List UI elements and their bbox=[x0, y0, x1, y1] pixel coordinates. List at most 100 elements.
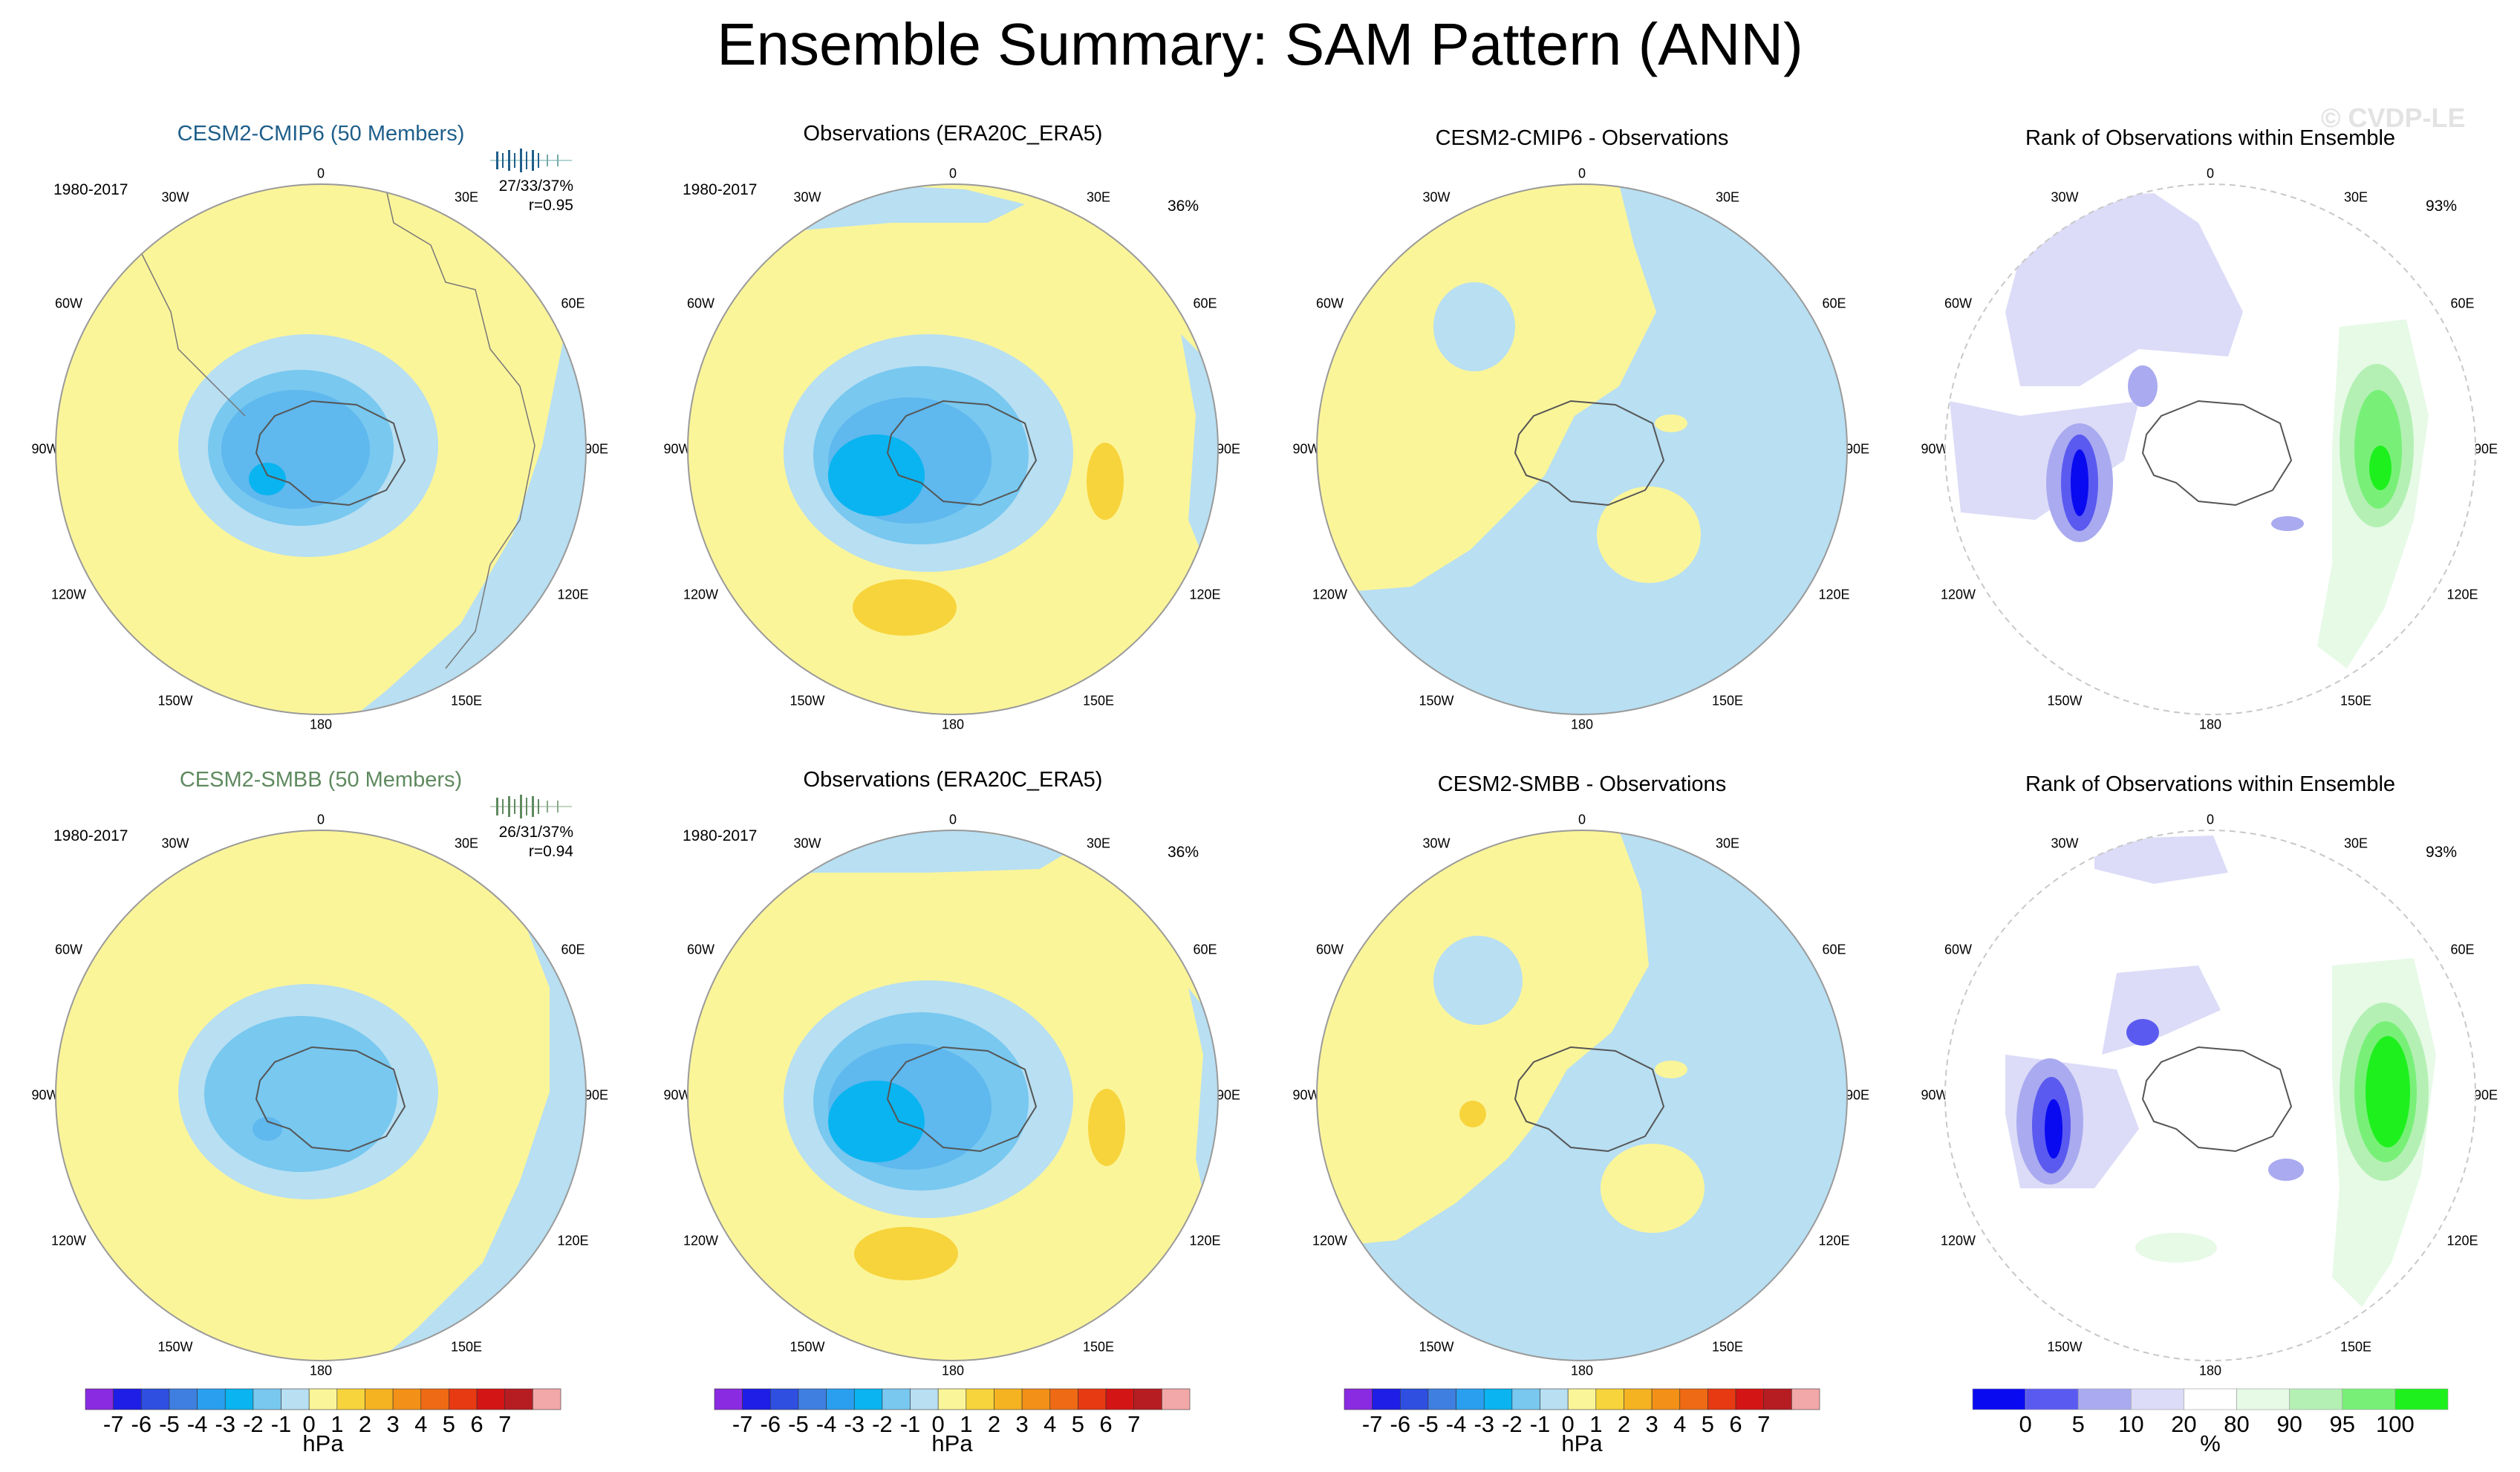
map-panel-model-2 bbox=[56, 830, 586, 1361]
colorbar-tick-label: 2 bbox=[1617, 1411, 1631, 1437]
longitude-label: 90W bbox=[1921, 441, 1949, 457]
longitude-label: 60W bbox=[687, 942, 715, 957]
colorbar-swatch bbox=[1427, 1388, 1456, 1410]
longitude-label: 90W bbox=[663, 441, 691, 457]
longitude-label: 150W bbox=[2047, 1339, 2083, 1355]
colorbar-tick-label: -7 bbox=[1361, 1411, 1383, 1437]
colorbar-tick-label: -5 bbox=[159, 1411, 180, 1437]
longitude-label: 90E bbox=[1216, 1087, 1241, 1103]
colorbar-tick-label: -5 bbox=[788, 1411, 809, 1437]
panel-title-diff-1: CESM2-CMIP6 - Observations bbox=[1435, 126, 1729, 150]
colorbar-tick-label: 10 bbox=[2118, 1411, 2144, 1437]
field-positive-west bbox=[1317, 830, 1649, 1248]
longitude-label: 90W bbox=[663, 1087, 691, 1103]
colorbar-swatch bbox=[1078, 1388, 1107, 1410]
longitude-label: 180 bbox=[941, 1363, 965, 1378]
longitude-label: 30W bbox=[161, 836, 189, 851]
longitude-label: 30W bbox=[2051, 189, 2079, 205]
field-negative-island bbox=[1433, 282, 1515, 371]
longitude-label: 120E bbox=[1189, 587, 1221, 602]
colorbar-swatch bbox=[169, 1388, 198, 1410]
longitude-label: 150W bbox=[789, 693, 825, 709]
colorbar-swatch bbox=[1372, 1388, 1401, 1410]
colorbar-swatch bbox=[1540, 1388, 1569, 1410]
colorbar-swatch bbox=[1735, 1388, 1765, 1410]
antarctica-coast bbox=[2141, 400, 2293, 507]
colorbar-swatch bbox=[2184, 1388, 2237, 1410]
rank-low-0 bbox=[2045, 1099, 2062, 1159]
colorbar-tick-label: -6 bbox=[1390, 1411, 1411, 1437]
rank-high-100 bbox=[2369, 446, 2392, 490]
colorbar-tick-label: 4 bbox=[1044, 1411, 1057, 1437]
colorbar-tick-label: 5 bbox=[1701, 1411, 1715, 1437]
colorbar-tick-label: 0 bbox=[931, 1411, 945, 1437]
contour-plus-1 bbox=[1459, 1101, 1486, 1127]
colorbar-tick-label: 3 bbox=[1645, 1411, 1658, 1437]
longitude-label: 0 bbox=[1578, 166, 1586, 181]
rank-low-0 bbox=[2071, 449, 2088, 516]
watermark: © CVDP-LE bbox=[2321, 102, 2466, 133]
colorbar-swatch bbox=[1162, 1388, 1191, 1410]
colorbar-swatch bbox=[113, 1388, 142, 1410]
longitude-label: 0 bbox=[316, 812, 325, 827]
colorbar-tick-label: 1 bbox=[1589, 1411, 1603, 1437]
colorbar-tick-label: 3 bbox=[386, 1411, 400, 1437]
longitude-label: 60E bbox=[1822, 942, 1846, 957]
colorbar-swatch bbox=[2342, 1388, 2396, 1410]
longitude-label: 60E bbox=[561, 942, 585, 957]
colorbar-tick-label: 6 bbox=[470, 1411, 484, 1437]
longitude-label: 120E bbox=[2446, 587, 2478, 602]
longitude-label: 60E bbox=[1193, 296, 1217, 311]
colorbar-swatch bbox=[937, 1388, 967, 1410]
colorbar-swatch bbox=[742, 1388, 771, 1410]
colorbar-swatch bbox=[504, 1388, 533, 1410]
longitude-label: 0 bbox=[316, 166, 325, 181]
variance-pct: 36% bbox=[1168, 198, 1199, 215]
antarctica-coast bbox=[1514, 400, 1665, 507]
colorbar-swatch bbox=[197, 1388, 226, 1410]
rank-low-north bbox=[2005, 193, 2243, 386]
colorbar-tick-label: 7 bbox=[1757, 1411, 1771, 1437]
colorbar-swatch bbox=[2394, 1388, 2449, 1410]
longitude-label: 60E bbox=[2450, 296, 2475, 311]
antarctica-coast bbox=[255, 400, 406, 507]
colorbar-tick-label: 6 bbox=[1729, 1411, 1742, 1437]
contour-minus-2 bbox=[204, 1016, 397, 1172]
colorbar-swatch bbox=[1456, 1388, 1485, 1410]
panel-title-rank-1: Rank of Observations within Ensemble bbox=[2025, 126, 2396, 150]
colorbar-swatch bbox=[224, 1388, 254, 1410]
antarctica-coast bbox=[886, 1046, 1038, 1153]
colorbar-tick-label: -3 bbox=[844, 1411, 865, 1437]
colorbar-swatch bbox=[281, 1388, 310, 1410]
longitude-label: 60E bbox=[1822, 296, 1846, 311]
colorbar-tick-label: 95 bbox=[2329, 1411, 2356, 1437]
colorbar-unit: hPa bbox=[302, 1430, 344, 1456]
map-panel-model-1 bbox=[56, 184, 586, 714]
colorbar-tick-label: -4 bbox=[186, 1411, 208, 1437]
longitude-label: 30E bbox=[1086, 836, 1111, 851]
colorbar-tick-label: -1 bbox=[899, 1411, 921, 1437]
longitude-label: 30E bbox=[454, 189, 479, 205]
longitude-label: 0 bbox=[948, 166, 957, 181]
field-negative-east bbox=[356, 184, 586, 714]
pattern-correlation: r=0.95 bbox=[528, 197, 573, 214]
contour-minus-4 bbox=[828, 1081, 925, 1162]
longitude-label: 120W bbox=[51, 587, 87, 602]
longitude-label: 90E bbox=[1216, 441, 1241, 457]
colorbar-tick-label: 7 bbox=[498, 1411, 512, 1437]
colorbar-swatch bbox=[420, 1388, 449, 1410]
contour-plus-1-east bbox=[1088, 1089, 1125, 1166]
longitude-label: 180 bbox=[309, 1363, 333, 1378]
longitude-label: 60W bbox=[1944, 296, 1973, 311]
colorbar-swatch bbox=[910, 1388, 939, 1410]
map-border bbox=[687, 830, 1219, 1361]
colorbar-tick-label: 1 bbox=[960, 1411, 973, 1437]
map-border bbox=[1316, 183, 1848, 715]
rank-low-patch-2 bbox=[2271, 516, 2304, 531]
rank-high-100 bbox=[2366, 1036, 2410, 1147]
map-border bbox=[687, 183, 1219, 715]
longitude-label: 60W bbox=[687, 296, 715, 311]
longitude-label: 150E bbox=[1711, 693, 1744, 709]
colorbar-swatch bbox=[769, 1388, 799, 1410]
